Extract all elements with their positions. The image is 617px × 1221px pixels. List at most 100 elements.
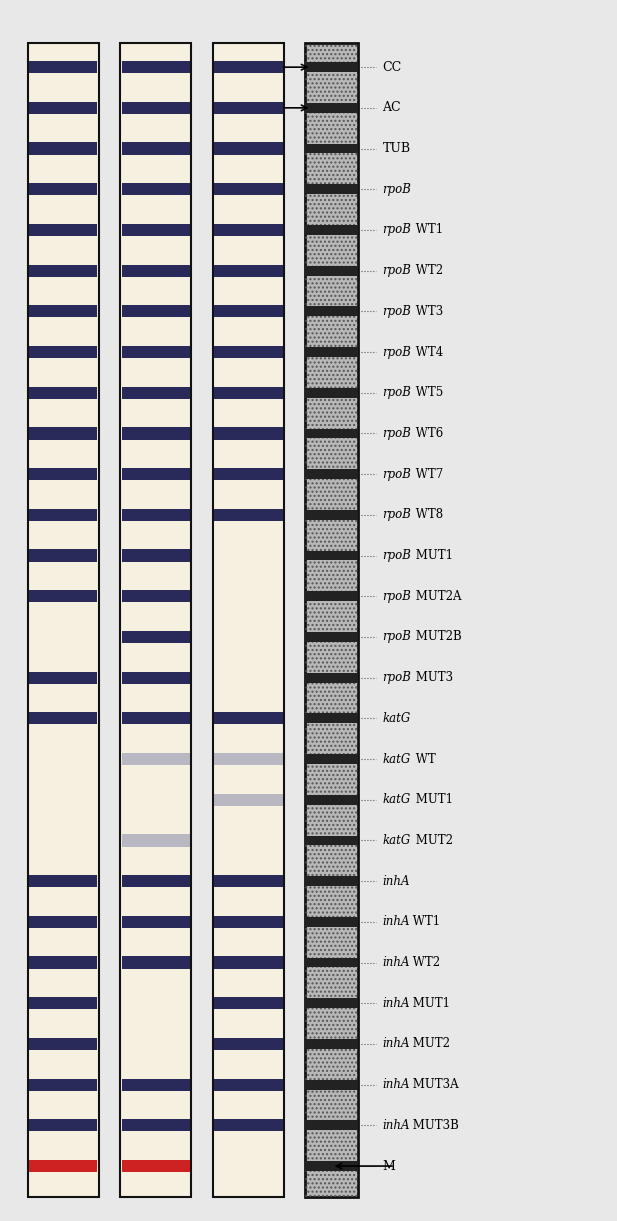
Bar bbox=[305, 103, 358, 112]
Bar bbox=[122, 387, 190, 399]
Bar bbox=[214, 346, 283, 358]
Text: rpoB: rpoB bbox=[383, 427, 412, 440]
Text: rpoB: rpoB bbox=[383, 223, 412, 237]
Bar bbox=[305, 62, 358, 72]
Bar bbox=[122, 672, 190, 684]
Bar bbox=[29, 468, 97, 480]
Bar bbox=[122, 1160, 190, 1172]
Bar bbox=[122, 509, 190, 521]
Text: katG: katG bbox=[383, 794, 411, 806]
Bar bbox=[305, 184, 358, 194]
Bar bbox=[122, 916, 190, 928]
Bar bbox=[122, 712, 190, 724]
Bar bbox=[29, 265, 97, 277]
Bar bbox=[29, 509, 97, 521]
Bar bbox=[122, 427, 190, 440]
Bar bbox=[214, 875, 283, 888]
Text: inhA: inhA bbox=[383, 916, 410, 928]
Bar bbox=[305, 591, 358, 601]
Text: WT4: WT4 bbox=[412, 346, 444, 359]
Bar bbox=[29, 305, 97, 317]
Bar bbox=[122, 346, 190, 358]
Bar bbox=[305, 673, 358, 683]
Bar bbox=[305, 388, 358, 398]
Text: rpoB: rpoB bbox=[383, 672, 412, 684]
Text: MUT2: MUT2 bbox=[409, 1038, 450, 1050]
Bar bbox=[214, 183, 283, 195]
Bar bbox=[305, 551, 358, 560]
Bar bbox=[122, 631, 190, 643]
Text: M: M bbox=[383, 1160, 395, 1172]
Bar bbox=[214, 509, 283, 521]
Bar bbox=[122, 956, 190, 968]
Text: rpoB: rpoB bbox=[383, 468, 412, 481]
Bar bbox=[214, 305, 283, 317]
Bar bbox=[122, 223, 190, 236]
Text: inhA: inhA bbox=[383, 996, 410, 1010]
Bar bbox=[305, 713, 358, 723]
Bar bbox=[29, 998, 97, 1010]
Bar bbox=[305, 429, 358, 438]
Bar bbox=[122, 875, 190, 888]
Bar bbox=[122, 590, 190, 602]
Text: MUT2: MUT2 bbox=[412, 834, 453, 847]
Bar bbox=[122, 305, 190, 317]
Text: rpoB: rpoB bbox=[383, 549, 412, 562]
Bar bbox=[213, 43, 284, 1197]
Text: TUB: TUB bbox=[383, 142, 411, 155]
Bar bbox=[122, 265, 190, 277]
Bar bbox=[29, 183, 97, 195]
Bar bbox=[305, 43, 358, 1197]
Text: rpoB: rpoB bbox=[383, 508, 412, 521]
Bar bbox=[305, 835, 358, 845]
Bar bbox=[122, 549, 190, 562]
Text: MUT3: MUT3 bbox=[412, 672, 453, 684]
Text: MUT1: MUT1 bbox=[412, 794, 453, 806]
Bar bbox=[214, 1120, 283, 1132]
Bar bbox=[305, 225, 358, 234]
Bar bbox=[214, 223, 283, 236]
Bar bbox=[29, 427, 97, 440]
Bar bbox=[305, 755, 358, 764]
Text: WT6: WT6 bbox=[412, 427, 444, 440]
Bar bbox=[29, 143, 97, 155]
Bar bbox=[29, 875, 97, 888]
Bar bbox=[29, 956, 97, 968]
Bar bbox=[305, 999, 358, 1009]
Text: katG: katG bbox=[383, 834, 411, 847]
Text: AC: AC bbox=[383, 101, 401, 115]
Text: katG: katG bbox=[383, 712, 411, 725]
Text: MUT3A: MUT3A bbox=[409, 1078, 458, 1092]
Text: MUT1: MUT1 bbox=[412, 549, 453, 562]
Bar bbox=[214, 387, 283, 399]
Text: WT1: WT1 bbox=[412, 223, 443, 237]
Bar bbox=[122, 101, 190, 114]
Text: WT3: WT3 bbox=[412, 305, 444, 317]
Bar bbox=[122, 1120, 190, 1132]
Bar bbox=[214, 101, 283, 114]
Text: inhA: inhA bbox=[383, 1118, 410, 1132]
Bar bbox=[29, 387, 97, 399]
Bar bbox=[29, 101, 97, 114]
Text: WT2: WT2 bbox=[412, 264, 443, 277]
Bar bbox=[29, 346, 97, 358]
Bar bbox=[214, 753, 283, 766]
Bar bbox=[122, 468, 190, 480]
Text: MUT2A: MUT2A bbox=[412, 590, 462, 603]
Text: WT2: WT2 bbox=[409, 956, 440, 969]
Text: katG: katG bbox=[383, 752, 411, 766]
Bar bbox=[214, 265, 283, 277]
Text: rpoB: rpoB bbox=[383, 346, 412, 359]
Bar bbox=[305, 1079, 358, 1089]
Bar bbox=[29, 672, 97, 684]
Text: WT1: WT1 bbox=[409, 916, 440, 928]
Text: WT5: WT5 bbox=[412, 386, 444, 399]
Bar bbox=[305, 917, 358, 927]
Bar bbox=[305, 347, 358, 357]
Bar bbox=[122, 753, 190, 766]
Text: rpoB: rpoB bbox=[383, 264, 412, 277]
Bar bbox=[122, 143, 190, 155]
Text: CC: CC bbox=[383, 61, 402, 73]
Text: inhA: inhA bbox=[383, 1038, 410, 1050]
Bar bbox=[214, 143, 283, 155]
